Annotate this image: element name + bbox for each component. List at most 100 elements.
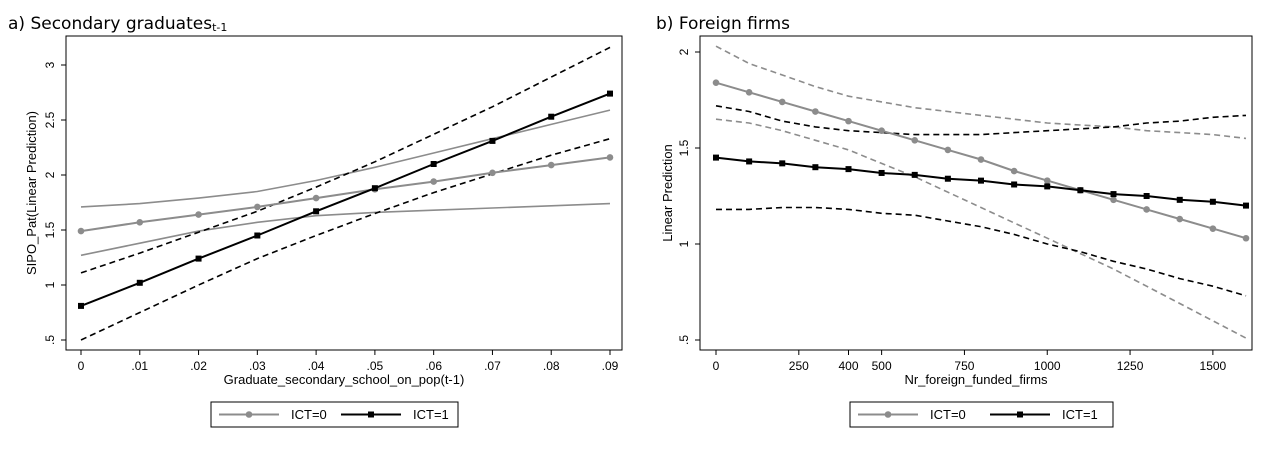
chart-b-ict0-point [1209, 225, 1217, 232]
chart-a-ict0-point [547, 161, 555, 169]
chart-b-y-tick-label: 1.5 [677, 139, 691, 156]
chart-b-legend-marker-ict0 [884, 411, 892, 418]
chart-a-y-tick-label: 2.5 [43, 111, 57, 128]
chart-b-ict1-point [978, 177, 984, 184]
chart-a-x-tick-label: .07 [484, 359, 501, 373]
chart-b-title-block: b) Foreign firms [656, 14, 790, 34]
chart-b-ict1-point [779, 160, 786, 167]
chart-a-ict1-point [78, 302, 84, 309]
chart-b-legend-box [849, 401, 1114, 428]
chart-a-ict1-point [548, 113, 555, 120]
chart-b-ict0-point [1010, 167, 1018, 175]
chart-a-ict0-point [136, 219, 144, 226]
chart-b-ict1-point [1243, 202, 1249, 209]
chart-b-x-tick-label: 0 [713, 359, 720, 373]
chart-panel-b: b) Foreign firms .5 1 1.5 2 0 250 400 500 750 100… [632, 0, 1263, 446]
chart-b-x-tick-label: 1000 [1034, 359, 1061, 373]
chart-a-legend: ICT=0 ICT=1 [210, 401, 459, 428]
chart-a-plot-frame [65, 35, 623, 351]
chart-b-ict0-point [1043, 177, 1051, 184]
chart-b-x-tick-label: 1250 [1117, 359, 1144, 373]
chart-b-ict1-point [911, 171, 918, 178]
chart-a-y-axis-label: SIPO_Pat(Linear Prediction) [24, 111, 39, 275]
chart-b-legend: ICT=0 ICT=1 [849, 401, 1114, 428]
chart-b-ict1-point [1011, 181, 1018, 188]
chart-b-svg: .5 1 1.5 2 0 250 400 500 750 1000 1250 1500 Nr_forei… [660, 35, 1253, 428]
chart-b-legend-item-ict0: ICT=0 [858, 407, 966, 422]
chart-a-ict0-point [312, 194, 320, 202]
chart-a-ict1-point [489, 137, 496, 144]
chart-b-x-tick-label: 400 [838, 359, 858, 373]
chart-b-ict0-point [1242, 234, 1250, 242]
chart-b-legend-label-ict1: ICT=1 [1062, 407, 1098, 422]
chart-b-ict1-point [878, 169, 885, 176]
chart-b-ict1-point [1077, 187, 1084, 194]
chart-a-legend-marker-ict0 [245, 411, 253, 418]
chart-a-legend-label-ict1: ICT=1 [413, 407, 449, 422]
chart-a-x-tick-label: .08 [543, 359, 560, 373]
chart-a-ict0-line [80, 156, 611, 233]
chart-a-ict1-point [254, 232, 261, 239]
chart-a-y-tick-label: 2 [43, 171, 57, 178]
chart-a-ict0-ci-lower-line [80, 202, 611, 257]
chart-a-ict1-point [136, 279, 143, 286]
chart-b-y-tick-label: 2 [677, 48, 691, 55]
chart-b-x-tick-label: 750 [954, 359, 974, 373]
chart-b-ict0-point [911, 137, 919, 144]
chart-b-ict1-point [1044, 183, 1051, 190]
chart-b-ict0-point [1143, 206, 1150, 213]
chart-b-x-axis-label: Nr_foreign_funded_firms [904, 372, 1048, 387]
chart-a-ict1-point [195, 255, 202, 262]
chart-a-x-axis-label: Graduate_secondary_school_on_pop(t-1) [224, 372, 465, 387]
chart-b-y-tick-label: 1 [677, 240, 691, 247]
chart-b-ict0-point [944, 146, 952, 154]
chart-a-x-tick-label: .09 [602, 359, 619, 373]
chart-a-ict0-point [77, 227, 85, 235]
chart-a-legend-marker-ict1 [368, 411, 374, 418]
chart-a-x-tick-label: .02 [190, 359, 207, 373]
chart-b-ict1-point [1143, 193, 1150, 199]
chart-b-ict0-ci-lower-line [715, 118, 1247, 339]
chart-b-ict0-point [1176, 215, 1184, 223]
chart-b-ict0-point [712, 79, 720, 87]
chart-a-y-tick-label: 1.5 [43, 221, 57, 238]
chart-panel-a: a) Secondary graduatest-1 .5 1 1.5 2 2.5 3 0 .0… [0, 0, 632, 446]
chart-a-x-tick-label: .05 [367, 359, 384, 373]
chart-a-title: a) Secondary graduates [8, 14, 213, 34]
chart-a-legend-label-ict0: ICT=0 [291, 407, 327, 422]
chart-a-x-tick-label: .06 [425, 359, 442, 373]
chart-b-plot-frame [699, 35, 1253, 351]
chart-a-ict1-point [371, 185, 378, 192]
chart-a-ict0-point [254, 203, 261, 211]
chart-a-ict0-point [430, 178, 437, 185]
chart-a-legend-item-ict0: ICT=0 [219, 407, 327, 422]
chart-a-title-subscript: t-1 [212, 21, 228, 34]
chart-a-title-block: a) Secondary graduatest-1 [8, 14, 227, 34]
chart-b-ict1-point [1110, 191, 1117, 198]
chart-b-ict1-point [845, 166, 852, 173]
chart-a-ict1-ci-lower-line [80, 137, 611, 341]
chart-b-x-tick-label: 500 [872, 359, 892, 373]
chart-b-y-axis-label: Linear Prediction [660, 144, 675, 242]
chart-a-y-tick-label: .5 [43, 335, 57, 345]
chart-b-ict0-point [778, 98, 786, 106]
chart-a-x-tick-label: .04 [308, 359, 325, 373]
chart-b-y-tick-label: .5 [677, 335, 691, 345]
chart-a-x-tick-label: .03 [249, 359, 266, 373]
chart-a-legend-item-ict1: ICT=1 [341, 407, 449, 422]
chart-b-ict0-point [1110, 196, 1117, 204]
chart-b-ict1-point [1209, 198, 1216, 205]
chart-b-title: b) Foreign firms [656, 14, 790, 34]
chart-b-ict0-ci-upper-line [715, 45, 1247, 140]
chart-b-ict0-point [878, 127, 885, 135]
chart-b-x-tick-label: 250 [789, 359, 809, 373]
chart-a-svg: .5 1 1.5 2 2.5 3 0 .01 .02 .03 .04 .05 .06 .07 .08 .09 G… [24, 35, 623, 428]
chart-b-ict1-ci-lower-line [716, 206, 1247, 297]
chart-a-ict1-ci-upper-line [80, 46, 611, 274]
chart-b-legend-label-ict0: ICT=0 [930, 407, 966, 422]
chart-a-ict1-point [607, 90, 613, 97]
chart-b-ict1-ci-upper-line [715, 105, 1247, 136]
chart-a-x-tick-label: 0 [78, 359, 85, 373]
chart-a-ict0-point [489, 169, 496, 177]
chart-b-legend-marker-ict1 [1017, 411, 1023, 418]
